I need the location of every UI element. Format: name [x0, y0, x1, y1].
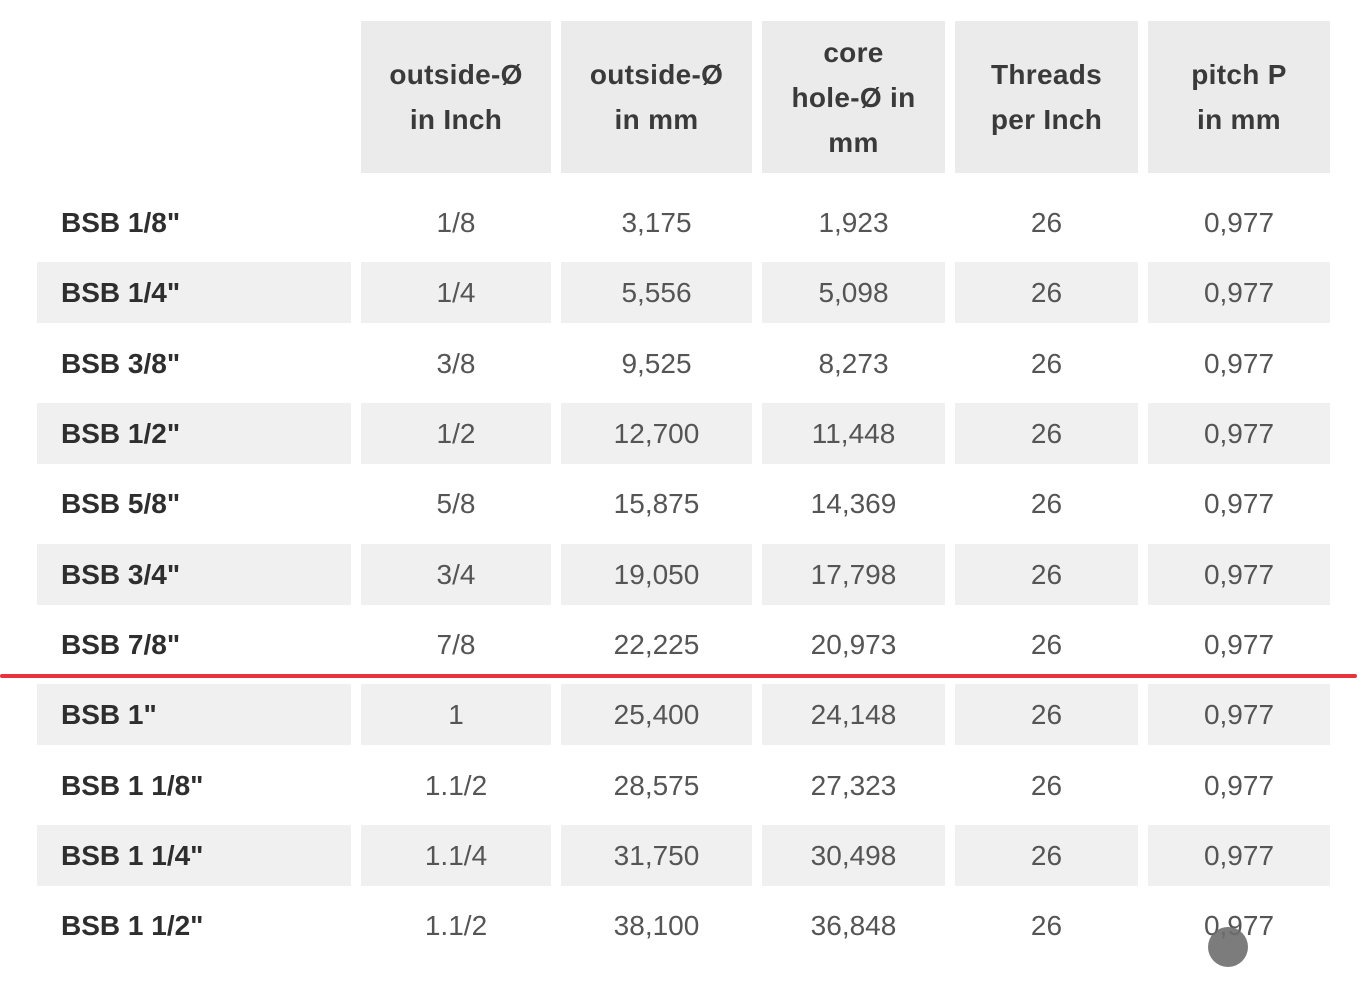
- table-row: BSB 1 1/4" 1.1/4 31,750 30,498 26 0,977: [0, 825, 1369, 886]
- cell-outside-mm: 19,050: [561, 544, 752, 605]
- row-label: BSB 1 1/4": [37, 825, 351, 886]
- cell-pitch-mm: 0,977: [1148, 403, 1330, 464]
- cell-core-hole-mm: 1,923: [818, 206, 889, 238]
- cell-outside-inch: 1.1/2: [424, 769, 488, 801]
- cell-pitch-mm: 0,977: [1148, 544, 1330, 605]
- cell-core-hole-mm: 36,848: [810, 909, 897, 941]
- row-label: BSB 3/4": [37, 544, 351, 605]
- cell-pitch-mm: 0,977: [1203, 487, 1275, 519]
- cell-outside-inch: 1.1/4: [361, 825, 551, 886]
- cell-outside-mm: 38,100: [613, 909, 700, 941]
- row-label: BSB 1/4": [37, 262, 351, 323]
- cell-pitch-mm: 0,977: [1203, 206, 1275, 238]
- cell-threads-per-inch: 26: [1030, 769, 1063, 801]
- cell-outside-mm: 31,750: [561, 825, 752, 886]
- cell-threads-per-inch: 26: [955, 403, 1138, 464]
- table-row: BSB 1/2" 1/2 12,700 11,448 26 0,977: [0, 403, 1369, 464]
- cell-threads-per-inch: 26: [1030, 909, 1063, 941]
- cell-outside-inch: 1.1/2: [424, 909, 488, 941]
- table-row: BSB 1/4" 1/4 5,556 5,098 26 0,977: [0, 262, 1369, 323]
- cell-outside-mm: 3,175: [621, 206, 692, 238]
- divider-line: [0, 674, 1357, 678]
- cell-pitch-mm: 0,977: [1203, 769, 1275, 801]
- cell-outside-inch: 1/4: [361, 262, 551, 323]
- cursor-indicator: [1208, 927, 1248, 967]
- cell-pitch-mm: 0,977: [1203, 347, 1275, 379]
- row-label: BSB 7/8": [61, 628, 181, 660]
- cell-threads-per-inch: 26: [1030, 487, 1063, 519]
- cell-threads-per-inch: 26: [1030, 628, 1063, 660]
- header-threads-per-inch: Threads per Inch: [955, 21, 1138, 173]
- header-outside-mm: outside-Ø in mm: [561, 21, 752, 173]
- cell-pitch-mm: 0,977: [1148, 684, 1330, 745]
- row-label: BSB 1": [37, 684, 351, 745]
- cell-core-hole-mm: 14,369: [810, 487, 897, 519]
- row-label: BSB 1/8": [61, 206, 181, 238]
- cell-outside-mm: 22,225: [613, 628, 700, 660]
- cell-core-hole-mm: 5,098: [762, 262, 945, 323]
- cell-outside-mm: 5,556: [561, 262, 752, 323]
- cell-core-hole-mm: 30,498: [762, 825, 945, 886]
- cell-outside-inch: 1/8: [436, 206, 476, 238]
- table-row: BSB 3/8" 3/8 9,525 8,273 26 0,977: [0, 333, 1369, 394]
- cell-outside-mm: 25,400: [561, 684, 752, 745]
- cell-outside-mm: 28,575: [613, 769, 700, 801]
- row-label: BSB 1 1/2": [61, 909, 204, 941]
- table-row: BSB 1 1/8" 1.1/2 28,575 27,323 26 0,977: [0, 755, 1369, 816]
- cell-outside-inch: 1: [361, 684, 551, 745]
- cell-outside-mm: 15,875: [613, 487, 700, 519]
- cell-threads-per-inch: 26: [955, 262, 1138, 323]
- cell-pitch-mm: 0,977: [1148, 825, 1330, 886]
- table-row: BSB 7/8" 7/8 22,225 20,973 26 0,977: [0, 614, 1369, 675]
- table-row: BSB 1/8" 1/8 3,175 1,923 26 0,977: [0, 192, 1369, 253]
- cell-outside-inch: 3/4: [361, 544, 551, 605]
- row-label: BSB 1 1/8": [61, 769, 204, 801]
- cell-core-hole-mm: 11,448: [762, 403, 945, 464]
- header-pitch-mm: pitch P in mm: [1148, 21, 1330, 173]
- cell-threads-per-inch: 26: [955, 684, 1138, 745]
- row-label: BSB 1/2": [37, 403, 351, 464]
- cell-outside-mm: 9,525: [621, 347, 692, 379]
- cell-outside-inch: 5/8: [436, 487, 476, 519]
- cell-outside-mm: 12,700: [561, 403, 752, 464]
- cell-core-hole-mm: 20,973: [810, 628, 897, 660]
- row-label: BSB 5/8": [61, 487, 181, 519]
- cell-outside-inch: 7/8: [436, 628, 476, 660]
- header-core-hole-mm: core hole-Ø in mm: [762, 21, 945, 173]
- cell-threads-per-inch: 26: [1030, 347, 1063, 379]
- cell-threads-per-inch: 26: [955, 825, 1138, 886]
- cell-threads-per-inch: 26: [955, 544, 1138, 605]
- row-label: BSB 3/8": [61, 347, 181, 379]
- cell-threads-per-inch: 26: [1030, 206, 1063, 238]
- cell-outside-inch: 3/8: [436, 347, 476, 379]
- header-outside-inch: outside-Ø in Inch: [361, 21, 551, 173]
- cell-pitch-mm: 0,977: [1203, 628, 1275, 660]
- cell-core-hole-mm: 24,148: [762, 684, 945, 745]
- cell-core-hole-mm: 8,273: [818, 347, 889, 379]
- cell-core-hole-mm: 17,798: [762, 544, 945, 605]
- table-row: BSB 3/4" 3/4 19,050 17,798 26 0,977: [0, 544, 1369, 605]
- cell-pitch-mm: 0,977: [1148, 262, 1330, 323]
- table-row: BSB 1" 1 25,400 24,148 26 0,977: [0, 684, 1369, 745]
- table-row: BSB 1 1/2" 1.1/2 38,100 36,848 26 0,977: [0, 895, 1369, 956]
- cell-outside-inch: 1/2: [361, 403, 551, 464]
- table-row: BSB 5/8" 5/8 15,875 14,369 26 0,977: [0, 473, 1369, 534]
- cell-core-hole-mm: 27,323: [810, 769, 897, 801]
